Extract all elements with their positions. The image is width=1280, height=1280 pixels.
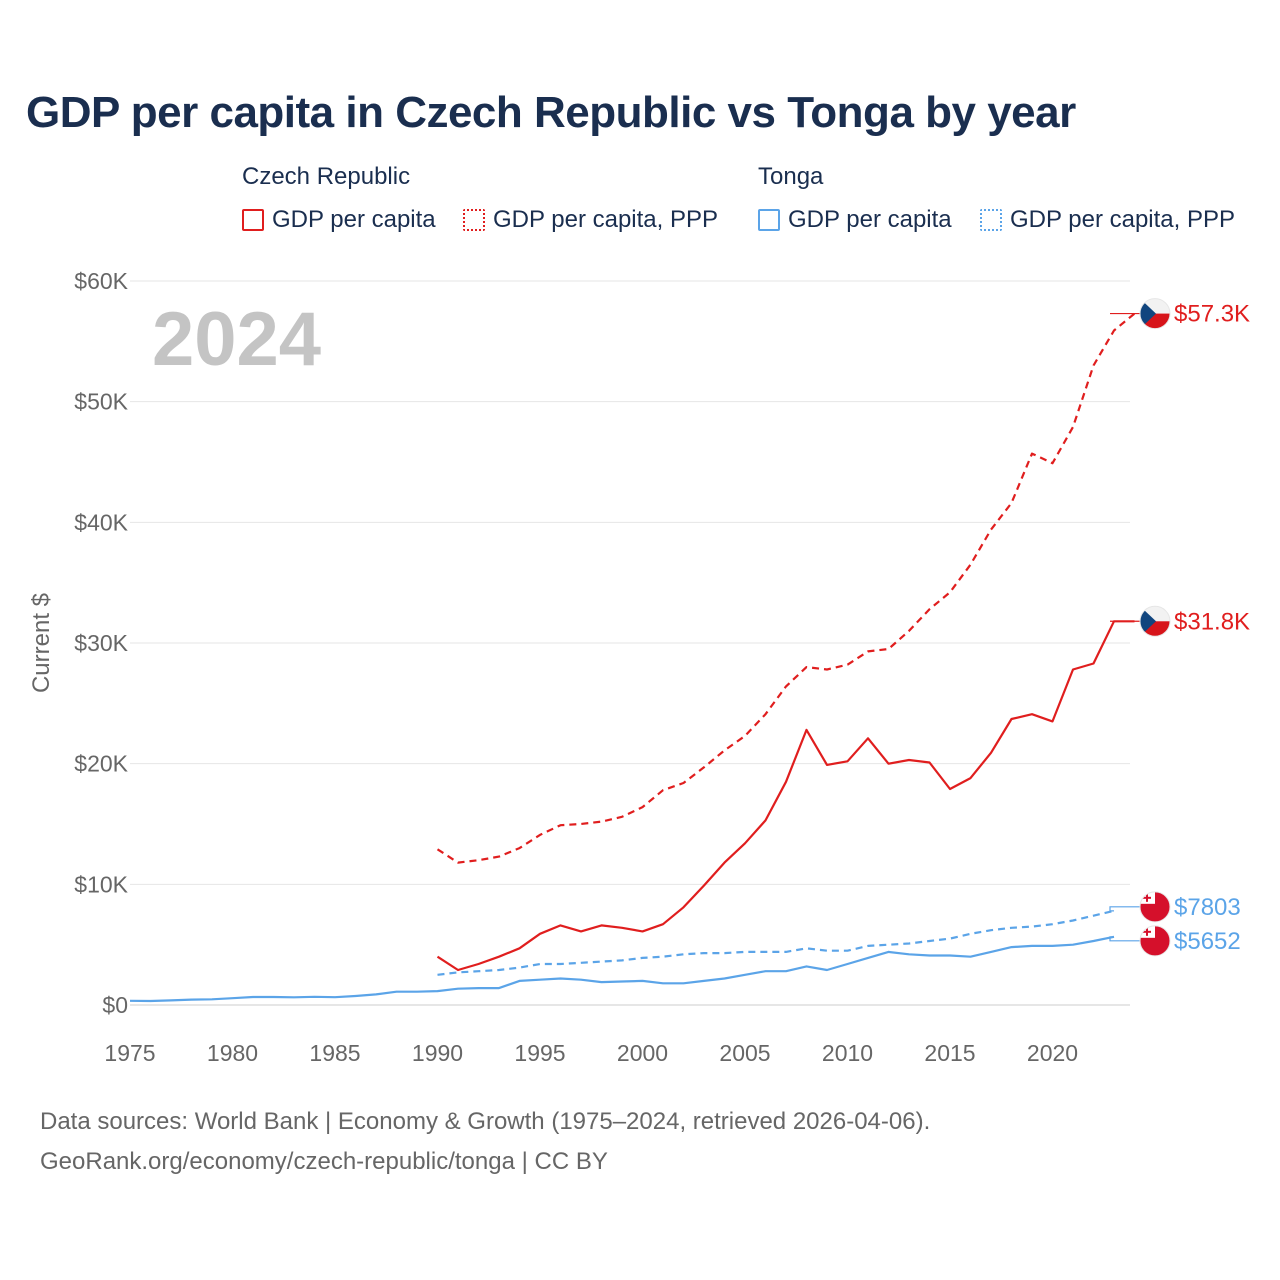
y-tick-label: $60K [74,268,128,294]
end-leader-line [1109,936,1140,942]
end-leader-line [1109,906,1140,912]
series-line-czech-solid[interactable] [436,620,1135,972]
legend-item-czech-ppp[interactable]: GDP per capita, PPP [463,206,718,234]
legend-group-czech: Czech Republic [242,163,411,190]
y-tick-label: $0 [102,992,128,1018]
legend-group-tonga: Tonga [758,163,824,190]
series-line-czech-dashed[interactable] [436,312,1136,864]
end-label-layer: $57.3K $31.8K $7803 $5652 [1109,298,1250,957]
legend-label: GDP per capita [272,206,436,233]
tonga-flag-icon [1139,925,1171,957]
czech-flag-icon [1139,605,1171,637]
axis-layer: $0 $10K $20K $30K $40K $50K $60K 1975 1980 1985 19… [74,268,1078,1066]
y-tick-label: $10K [74,871,128,897]
y-tick-label: $30K [74,630,128,656]
legend-label: GDP per capita, PPP [1010,206,1235,233]
end-value-label: $57.3K [1174,301,1250,328]
legend-swatch-czech-solid [242,209,264,231]
series-line-tonga-dashed[interactable] [437,909,1115,976]
x-tick-label: 1985 [309,1040,360,1066]
legend-label: GDP per capita [788,206,952,233]
end-value-label: $31.8K [1174,608,1250,635]
year-watermark: 2024 [152,297,322,382]
x-tick-label: 1975 [104,1040,155,1066]
x-tick-label: 1995 [514,1040,565,1066]
y-tick-label: $20K [74,751,128,777]
x-tick-label: 1980 [207,1040,258,1066]
end-value-label: $7803 [1174,894,1241,921]
tonga-flag-icon [1139,891,1171,923]
x-tick-label: 2020 [1027,1040,1078,1066]
grid-layer [130,280,1130,1006]
legend-item-czech-gdp[interactable]: GDP per capita [242,206,436,234]
legend-item-tonga-gdp[interactable]: GDP per capita [758,206,952,234]
czech-flag-icon [1139,298,1171,330]
x-tick-label: 2005 [719,1040,770,1066]
x-tick-label: 2000 [617,1040,668,1066]
x-tick-label: 1990 [412,1040,463,1066]
end-value-label: $5652 [1174,928,1241,955]
legend-item-tonga-ppp[interactable]: GDP per capita, PPP [980,206,1235,234]
footer-sources: Data sources: World Bank | Economy & Gro… [40,1108,931,1135]
y-tick-label: $40K [74,509,128,535]
legend-label: GDP per capita, PPP [493,206,718,233]
series-layer [129,312,1136,1003]
footer-link[interactable]: GeoRank.org/economy/czech-republic/tonga… [40,1148,608,1175]
series-line-tonga-solid[interactable] [129,935,1115,1003]
legend-swatch-tonga-solid [758,209,780,231]
chart-title: GDP per capita in Czech Republic vs Tong… [26,88,1076,137]
legend-swatch-tonga-dotted [980,209,1002,231]
x-tick-label: 2015 [924,1040,975,1066]
y-tick-label: $50K [74,389,128,415]
legend-swatch-czech-dotted [463,209,485,231]
x-tick-label: 2010 [822,1040,873,1066]
